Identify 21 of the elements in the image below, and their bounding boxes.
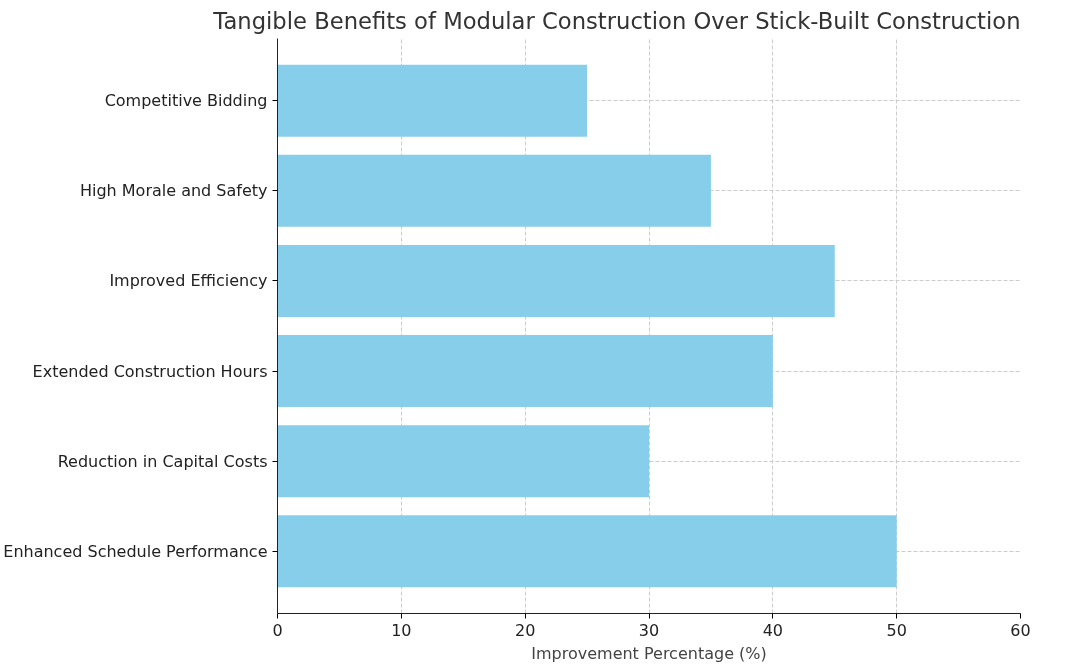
y-tick-label: Enhanced Schedule Performance [3, 541, 268, 561]
x-tick-label: 30 [638, 620, 660, 640]
x-tick-label: 60 [1010, 620, 1031, 640]
bar [277, 154, 711, 227]
x-tick-label: 0 [272, 620, 283, 640]
y-tick-label: High Morale and Safety [79, 181, 268, 201]
bar [277, 335, 773, 408]
chart-title: Tangible Benefits of Modular Construction Over Stick-Built Construction [212, 7, 1021, 34]
y-tick-label: Reduction in Capital Costs [57, 451, 268, 471]
x-tick-label: 40 [762, 620, 784, 640]
bar [277, 244, 835, 317]
y-tick-label: Improved Efficiency [109, 271, 268, 291]
bar [277, 425, 649, 498]
x-tick-label: 20 [514, 620, 536, 640]
x-axis-title: Improvement Percentage (%) [531, 643, 767, 663]
x-tick-label: 10 [391, 620, 412, 640]
y-tick-label: Competitive Bidding [104, 91, 268, 111]
x-tick-label: 50 [886, 620, 907, 640]
bar [277, 64, 588, 137]
y-tick-label: Extended Construction Hours [32, 361, 268, 381]
bar [277, 515, 897, 588]
